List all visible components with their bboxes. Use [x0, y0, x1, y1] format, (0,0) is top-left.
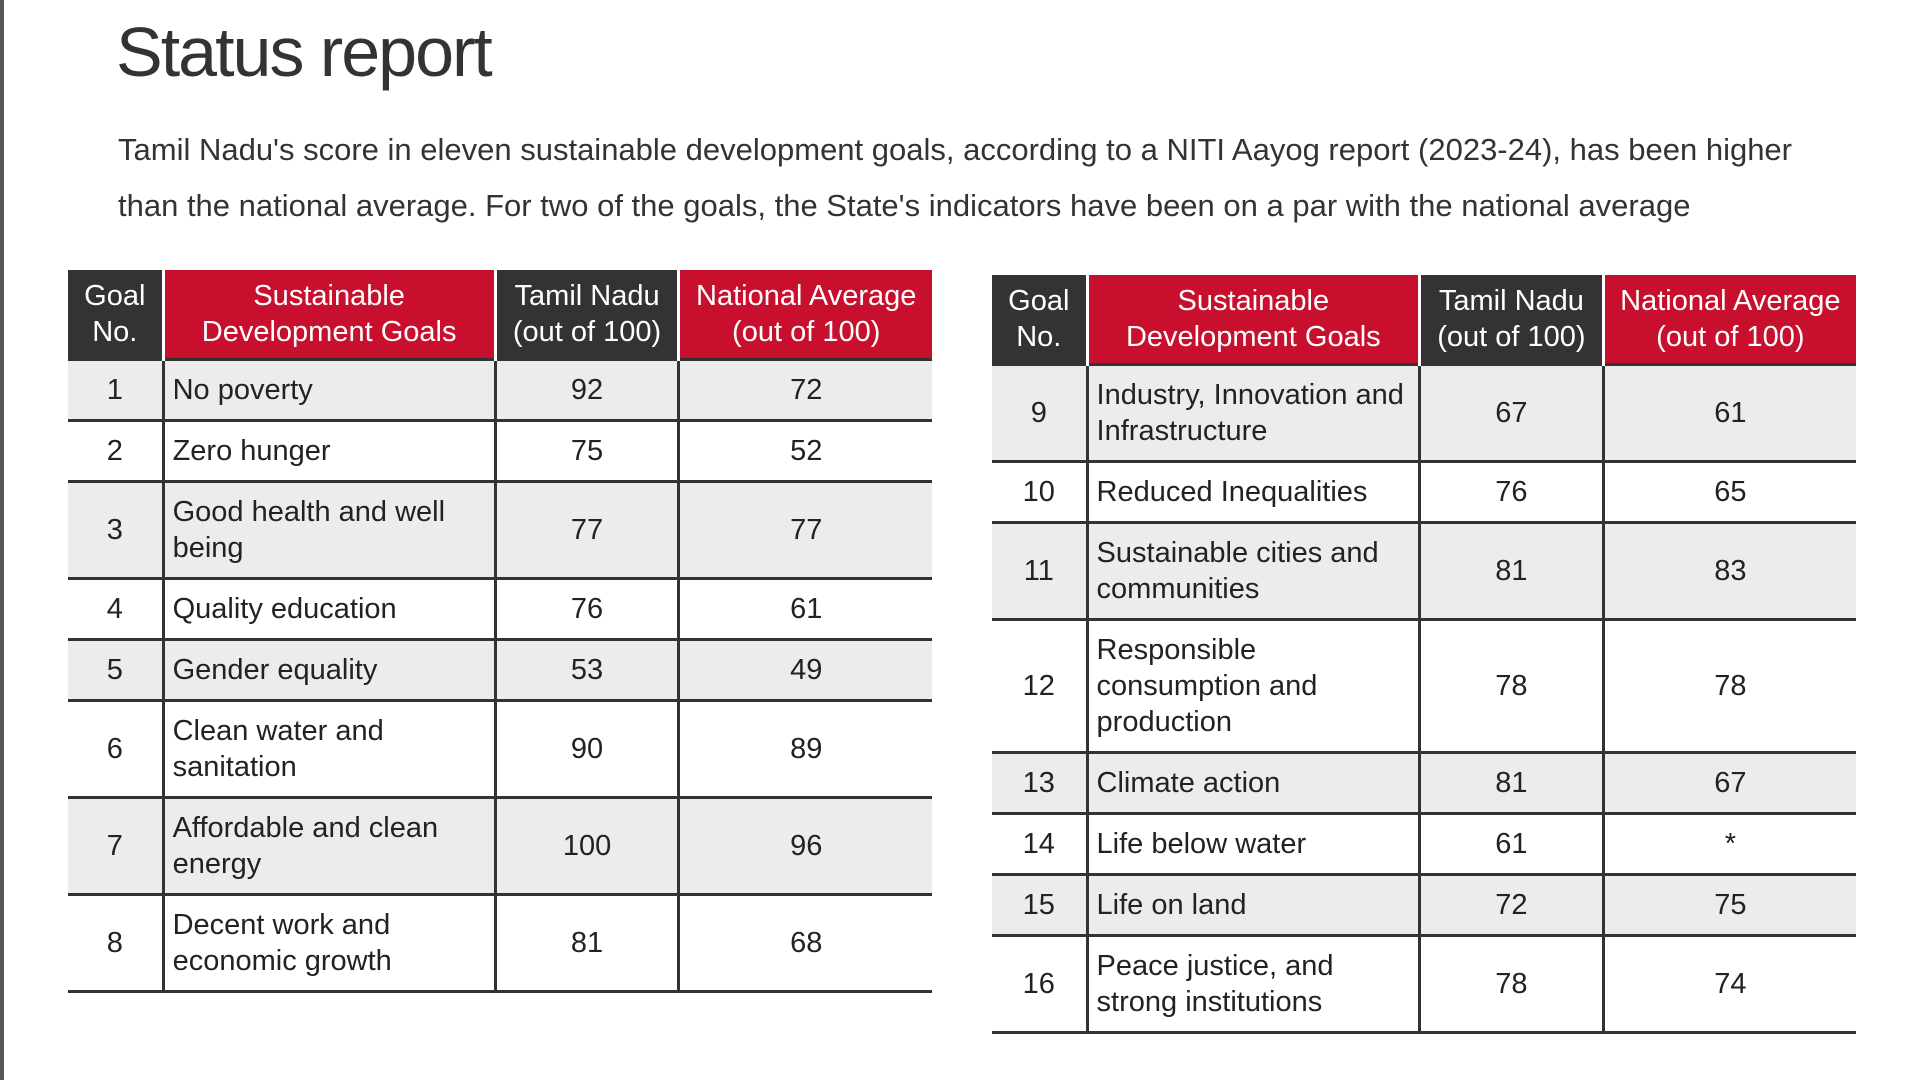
- cell: 67: [1418, 363, 1604, 462]
- goal-name: Affordable and clean energy: [161, 796, 496, 895]
- cell: 74: [1601, 934, 1856, 1034]
- table-row: 10 Reduced Inequalities 76 65: [992, 460, 1856, 523]
- cell: 6: [68, 699, 164, 798]
- header-cell: National Average (out of 100): [1601, 275, 1856, 365]
- cell: 9: [992, 363, 1088, 462]
- cell: 16: [992, 934, 1088, 1034]
- header-cell: Sustainable Development Goals: [1085, 275, 1420, 365]
- title: Status report: [116, 13, 493, 91]
- cell: 61: [1601, 363, 1856, 462]
- cell: 72: [1418, 873, 1604, 936]
- goal-name: Responsible consumption and production: [1085, 618, 1420, 753]
- cell: 11: [992, 521, 1088, 620]
- cell: 67: [1601, 751, 1856, 814]
- cell: 3: [68, 480, 164, 579]
- cell: 49: [677, 638, 932, 701]
- cell: 78: [1418, 934, 1604, 1034]
- cell: 12: [992, 618, 1088, 753]
- cell: 61: [1418, 812, 1604, 875]
- cell: 78: [1418, 618, 1604, 753]
- cell: 77: [677, 480, 932, 579]
- goal-name: Life on land: [1085, 873, 1420, 936]
- table-row: 14 Life below water 61 *: [992, 812, 1856, 875]
- goal-name: Clean water and sanitation: [161, 699, 496, 798]
- header-cell: Tamil Nadu (out of 100): [493, 270, 679, 360]
- cell: 72: [677, 358, 932, 421]
- goal-name: Decent work and economic growth: [161, 893, 496, 993]
- table-row: 15 Life on land 72 75: [992, 873, 1856, 936]
- cell: 81: [493, 893, 679, 993]
- goal-name: Climate action: [1085, 751, 1420, 814]
- cell: 96: [677, 796, 932, 895]
- cell: 81: [1418, 521, 1604, 620]
- cell: 1: [68, 358, 164, 421]
- header-cell: National Average (out of 100): [677, 270, 932, 360]
- goal-name: Reduced Inequalities: [1085, 460, 1420, 523]
- cell: 78: [1601, 618, 1856, 753]
- cell: 68: [677, 893, 932, 993]
- cell: 53: [493, 638, 679, 701]
- cell: 5: [68, 638, 164, 701]
- cell: 83: [1601, 521, 1856, 620]
- cell: 92: [493, 358, 679, 421]
- goal-name: Sustainable cities and communities: [1085, 521, 1420, 620]
- cell: 89: [677, 699, 932, 798]
- cell: 76: [1418, 460, 1604, 523]
- table-row: 8 Decent work and economic growth 81 68: [68, 893, 932, 993]
- cell: 52: [677, 419, 932, 482]
- cell: 7: [68, 796, 164, 895]
- subtitle: Tamil Nadu's score in eleven sustainable…: [118, 132, 1792, 223]
- header-cell: Tamil Nadu (out of 100): [1418, 275, 1604, 365]
- header-cell: Goal No.: [68, 270, 164, 360]
- cell: 75: [1601, 873, 1856, 936]
- cell: 8: [68, 893, 164, 993]
- goal-name: Industry, Innovation and Infrastructure: [1085, 363, 1420, 462]
- cell: *: [1601, 812, 1856, 875]
- cell: 61: [677, 577, 932, 640]
- table-row: 16 Peace justice, and strong institutions…: [992, 934, 1856, 1034]
- table-row: 2 Zero hunger 75 52: [68, 419, 932, 482]
- goal-name: Peace justice, and strong institutions: [1085, 934, 1420, 1034]
- table-row: 9 Industry, Innovation and Infrastructure…: [992, 363, 1856, 462]
- goals-table: Goal No. Sustainable Development Goals Tam…: [68, 270, 932, 993]
- cell: 14: [992, 812, 1088, 875]
- goal-name: Gender equality: [161, 638, 496, 701]
- cell: 90: [493, 699, 679, 798]
- table-row: 4 Quality education 76 61: [68, 577, 932, 640]
- table-row: 12 Responsible consumption and production…: [992, 618, 1856, 753]
- table-row: 7 Affordable and clean energy 100 96: [68, 796, 932, 895]
- table-row: 5 Gender equality 53 49: [68, 638, 932, 701]
- goals-table: Goal No. Sustainable Development Goals Tam…: [992, 275, 1856, 1034]
- goal-name: Quality education: [161, 577, 496, 640]
- cell: 2: [68, 419, 164, 482]
- cell: 4: [68, 577, 164, 640]
- cell: 15: [992, 873, 1088, 936]
- cell: 10: [992, 460, 1088, 523]
- table-row: 11 Sustainable cities and communities 81 83: [992, 521, 1856, 620]
- cell: 75: [493, 419, 679, 482]
- header-cell: Sustainable Development Goals: [161, 270, 496, 360]
- cell: 76: [493, 577, 679, 640]
- cell: 77: [493, 480, 679, 579]
- goal-name: Zero hunger: [161, 419, 496, 482]
- header-cell: Goal No.: [992, 275, 1088, 365]
- table-row: 6 Clean water and sanitation 90 89: [68, 699, 932, 798]
- table-row: 13 Climate action 81 67: [992, 751, 1856, 814]
- cell: 81: [1418, 751, 1604, 814]
- goal-name: Good health and well being: [161, 480, 496, 579]
- cell: 65: [1601, 460, 1856, 523]
- cell: 13: [992, 751, 1088, 814]
- table-row: 1 No poverty 92 72: [68, 358, 932, 421]
- table-row: 3 Good health and well being 77 77: [68, 480, 932, 579]
- goal-name: No poverty: [161, 358, 496, 421]
- cell: 100: [493, 796, 679, 895]
- goal-name: Life below water: [1085, 812, 1420, 875]
